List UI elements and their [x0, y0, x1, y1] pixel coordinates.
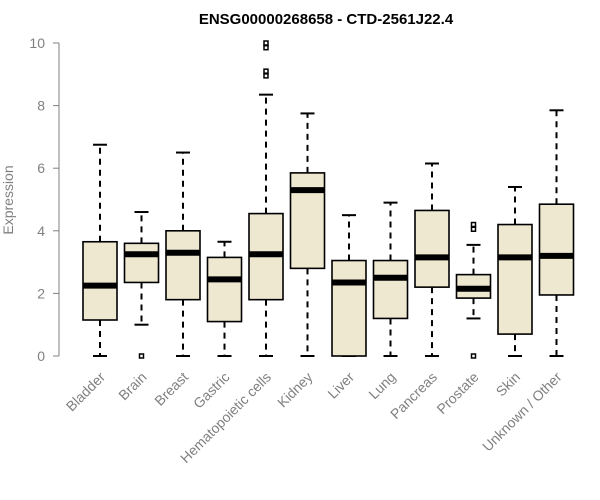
- x-tick-label: Breast: [151, 369, 191, 409]
- box-group-bladder: [82, 143, 118, 357]
- box-iqr: [206, 256, 243, 323]
- box-group-lung: [372, 201, 409, 357]
- outlier-point: [263, 73, 269, 79]
- x-tick-label: Lung: [365, 369, 398, 402]
- box-iqr: [372, 259, 409, 320]
- box-group-unknown-other: [538, 109, 575, 357]
- y-axis-label: Expression: [0, 165, 16, 234]
- box-iqr: [165, 230, 201, 301]
- box-group-gastric: [206, 240, 243, 357]
- outlier-point: [470, 221, 477, 228]
- outlier-point: [263, 44, 269, 51]
- y-tick-label: 4: [37, 223, 45, 239]
- outlier-point: [263, 68, 269, 74]
- box-iqr: [414, 209, 450, 288]
- outlier-point: [470, 226, 477, 232]
- x-tick-label: Bladder: [63, 369, 109, 415]
- box-group-hematopoietic-cells: [248, 40, 284, 357]
- y-axis: 0 2 4 6 8 10: [29, 35, 60, 364]
- outlier-point: [470, 353, 477, 359]
- y-tick-label: 6: [37, 160, 45, 176]
- outlier-point: [138, 353, 145, 359]
- box-group-kidney: [289, 112, 326, 357]
- y-tick-label: 10: [29, 35, 45, 51]
- box-group-breast: [165, 151, 201, 357]
- box-group-prostate: [455, 221, 492, 359]
- box-iqr: [123, 242, 160, 284]
- box-iqr: [497, 223, 533, 335]
- box-group-liver: [331, 214, 367, 357]
- x-tick-label: Liver: [324, 369, 357, 402]
- box-group-skin: [497, 185, 533, 357]
- box-group-brain: [123, 211, 160, 359]
- chart-title: ENSG00000268658 - CTD-2561J22.4: [199, 11, 454, 28]
- plot-area: [82, 40, 575, 359]
- y-tick-label: 8: [37, 98, 45, 114]
- x-tick-label: Kidney: [274, 369, 316, 411]
- x-tick-label: Unknown / Other: [479, 369, 565, 455]
- x-tick-label: Prostate: [433, 369, 481, 417]
- y-tick-label: 2: [37, 285, 45, 301]
- box-group-pancreas: [414, 162, 450, 357]
- box-iqr: [538, 203, 575, 296]
- y-tick-label: 0: [37, 348, 45, 364]
- outlier-point: [263, 40, 269, 46]
- x-tick-label: Skin: [493, 369, 524, 400]
- x-tick-label: Brain: [115, 369, 149, 403]
- box-iqr: [331, 259, 367, 357]
- box-iqr: [82, 240, 118, 321]
